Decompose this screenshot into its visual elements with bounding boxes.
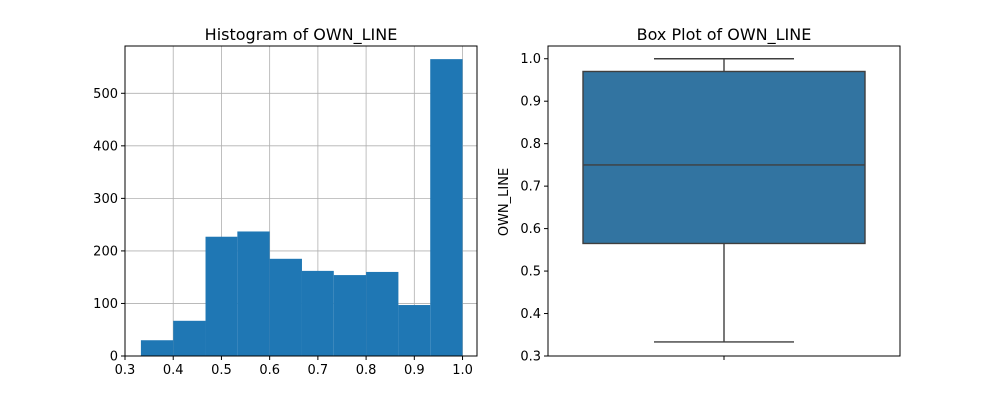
histogram-y-tick-label: 100 bbox=[93, 297, 118, 312]
boxplot-title: Box Plot of OWN_LINE bbox=[637, 25, 812, 45]
boxplot-marks bbox=[582, 58, 866, 343]
histogram-x-ticks: 0.3 0.4 0.5 0.6 0.7 0.8 0.9 1.0 bbox=[115, 356, 473, 378]
histogram-title: Histogram of OWN_LINE bbox=[205, 25, 398, 45]
histogram-y-tick-label: 400 bbox=[93, 139, 118, 154]
histogram-x-tick-label: 0.3 bbox=[115, 363, 136, 378]
histogram-x-tick-label: 1.0 bbox=[452, 363, 473, 378]
histogram-x-tick-label: 0.9 bbox=[404, 363, 425, 378]
histogram-bar-2 bbox=[173, 320, 206, 356]
histogram-y-tick-label: 200 bbox=[93, 244, 118, 259]
histogram-bar-10 bbox=[430, 59, 463, 357]
histogram-panel: Histogram of OWN_LINE 0.3 0.4 0.5 0.6 0.7 0.8… bbox=[93, 25, 478, 378]
boxplot-panel: Box Plot of OWN_LINE OWN_LINE 0.30.40.50… bbox=[497, 25, 901, 365]
histogram-bar-7 bbox=[333, 275, 367, 356]
boxplot-y-tick-label: 0.5 bbox=[520, 265, 541, 280]
histogram-x-tick-label: 0.4 bbox=[163, 363, 184, 378]
histogram-y-tick-label: 0 bbox=[110, 350, 118, 365]
histogram-y-tick-label: 300 bbox=[93, 192, 118, 207]
boxplot-y-tick-label: 0.7 bbox=[520, 180, 541, 195]
histogram-bar-1 bbox=[140, 340, 174, 356]
boxplot-y-ticks: 0.3 0.4 0.5 0.6 0.7 0.8 0.9 1.0 bbox=[520, 52, 548, 365]
histogram-y-tick-label: 500 bbox=[93, 87, 118, 102]
histogram-bar-9 bbox=[398, 305, 431, 356]
histogram-bar-4 bbox=[237, 231, 270, 356]
histogram-bar-5 bbox=[269, 258, 302, 356]
boxplot-y-tick-label: 0.8 bbox=[520, 137, 541, 152]
boxplot-y-tick-label: 0.3 bbox=[520, 350, 541, 365]
histogram-x-tick-label: 0.8 bbox=[356, 363, 377, 378]
histogram-axes-frame bbox=[124, 45, 478, 357]
boxplot-y-tick-label: 0.4 bbox=[520, 307, 541, 322]
boxplot-y-tick-label: 0.9 bbox=[520, 95, 541, 110]
histogram-y-ticks: 0 100 200 300 400 500 bbox=[93, 87, 125, 365]
histogram-bar-8 bbox=[366, 271, 399, 356]
histogram-bar-3 bbox=[205, 236, 238, 356]
boxplot-y-tick-label: 1.0 bbox=[520, 52, 541, 67]
histogram-bars bbox=[140, 59, 463, 357]
boxplot-box bbox=[582, 70, 866, 245]
boxplot-y-axis-label: OWN_LINE bbox=[497, 168, 512, 236]
histogram-x-tick-label: 0.7 bbox=[308, 363, 329, 378]
histogram-x-tick-label: 0.5 bbox=[211, 363, 232, 378]
boxplot-y-tick-label: 0.6 bbox=[520, 222, 541, 237]
histogram-x-tick-label: 0.6 bbox=[259, 363, 280, 378]
histogram-bar-6 bbox=[301, 270, 334, 356]
